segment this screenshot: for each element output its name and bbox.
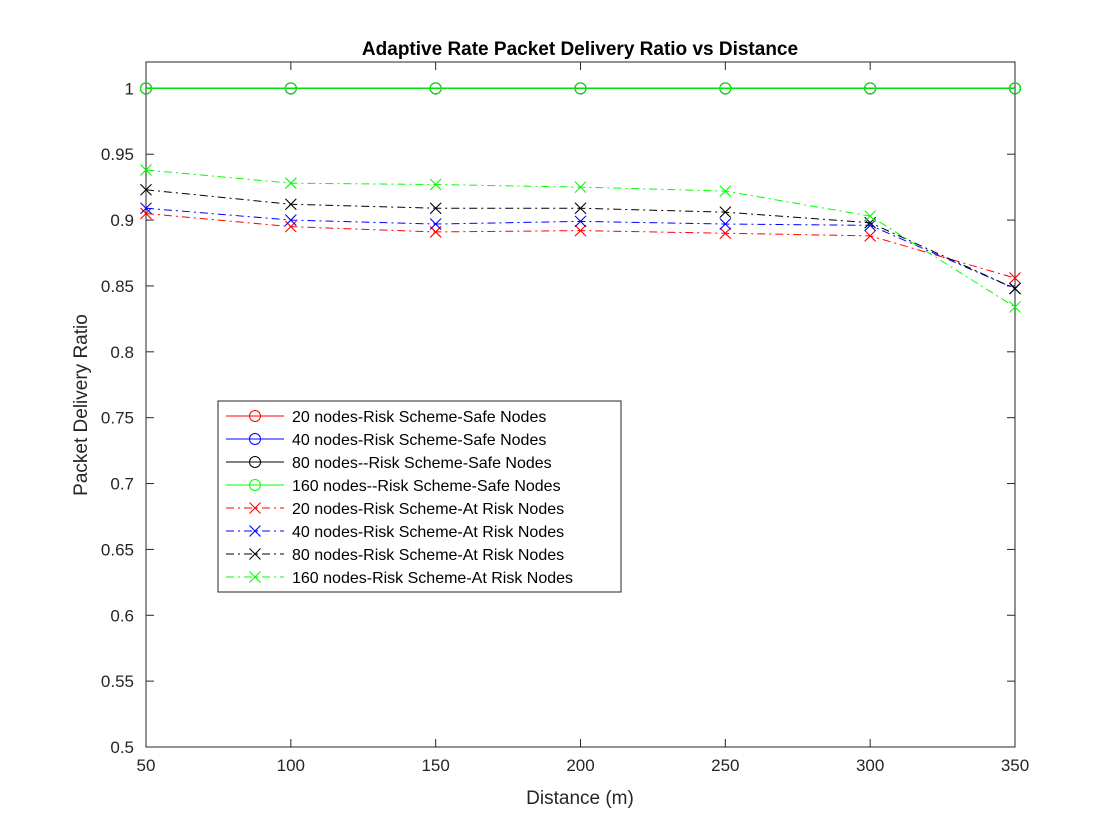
data-point [140, 82, 152, 95]
x-tick-label: 100 [277, 756, 305, 775]
data-point [864, 219, 877, 232]
x-tick-label: 350 [1001, 756, 1029, 775]
y-tick-label: 0.9 [110, 211, 134, 230]
x-axis-label: Distance (m) [526, 788, 634, 809]
legend-entry: 160 nodes--Risk Scheme-Safe Nodes [226, 478, 561, 495]
series-layer [140, 82, 1021, 313]
data-point [1009, 282, 1021, 295]
legend-marker [249, 410, 261, 422]
legend-entry: 40 nodes-Risk Scheme-Safe Nodes [226, 432, 546, 449]
y-tick-label: 0.85 [101, 277, 134, 296]
data-point [719, 185, 732, 197]
legend-box [217, 400, 622, 593]
data-point [284, 198, 297, 211]
y-tick-label: 0.55 [101, 672, 134, 691]
y-tick-label: 0.65 [101, 540, 134, 559]
data-point [429, 82, 442, 95]
y-tick-label: 0.8 [110, 343, 134, 362]
legend-label: 40 nodes-Risk Scheme-Safe Nodes [292, 432, 546, 449]
y-tick-label: 0.95 [101, 145, 134, 164]
data-point [1009, 272, 1021, 284]
data-point [1009, 82, 1021, 95]
legend-marker [249, 433, 261, 445]
data-point [574, 82, 587, 95]
legend-entry: 20 nodes-Risk Scheme-At Risk Nodes [226, 501, 564, 518]
data-point [864, 82, 877, 95]
legend-entry: 80 nodes--Risk Scheme-Safe Nodes [226, 455, 552, 472]
x-tick-label: 300 [856, 756, 884, 775]
data-point [284, 214, 297, 226]
legend-entry: 80 nodes-Risk Scheme-At Risk Nodes [226, 547, 564, 564]
series-4 [140, 82, 1021, 95]
data-point [574, 202, 587, 215]
x-tick-label: 250 [711, 756, 739, 775]
data-point [140, 207, 152, 220]
data-point [719, 218, 732, 230]
data-point [719, 82, 732, 95]
legend-label: 80 nodes--Risk Scheme-Safe Nodes [292, 455, 552, 472]
data-point [574, 224, 587, 237]
y-tick-label: 0.6 [110, 606, 134, 625]
data-point [284, 82, 297, 95]
legend-marker [249, 525, 261, 537]
data-point [140, 164, 152, 176]
legend-marker [249, 502, 261, 514]
y-axis-label: Packet Delivery Ratio [71, 314, 92, 496]
data-point [140, 202, 152, 215]
data-point [140, 183, 152, 196]
legend-label: 20 nodes-Risk Scheme-Safe Nodes [292, 409, 546, 426]
y-tick-label: 0.75 [101, 409, 134, 428]
data-point [719, 227, 732, 240]
legend-marker [249, 571, 261, 583]
data-point [864, 229, 877, 242]
data-point [719, 206, 732, 219]
legend-entry: 40 nodes-Risk Scheme-At Risk Nodes [226, 524, 564, 541]
chart-title: Adaptive Rate Packet Delivery Ratio vs D… [362, 39, 798, 60]
legend-marker [249, 548, 261, 560]
x-axis: 50 100 150 200 250 300 350 [137, 62, 1029, 775]
legend-label: 20 nodes-Risk Scheme-At Risk Nodes [292, 501, 564, 518]
legend-label: 80 nodes-Risk Scheme-At Risk Nodes [292, 547, 564, 564]
legend-entry: 160 nodes-Risk Scheme-At Risk Nodes [226, 570, 573, 587]
data-point [429, 178, 442, 191]
legend-label: 160 nodes--Risk Scheme-Safe Nodes [292, 478, 561, 495]
x-tick-label: 150 [421, 756, 449, 775]
x-tick-label: 200 [566, 756, 594, 775]
data-point [864, 210, 877, 223]
data-point [574, 215, 587, 228]
y-axis: 0.5 0.55 0.6 0.65 0.7 0.75 0.8 0.85 0.9 0.95 1 [101, 79, 1015, 757]
y-tick-label: 1 [125, 79, 134, 98]
data-point [429, 202, 442, 215]
series-7 [140, 183, 1021, 295]
y-tick-label: 0.7 [110, 475, 134, 494]
data-point [574, 181, 587, 194]
series-5 [140, 207, 1021, 284]
data-point [429, 218, 442, 230]
y-tick-label: 0.5 [110, 738, 134, 757]
legend-marker [249, 479, 261, 491]
legend-entry: 20 nodes-Risk Scheme-Safe Nodes [226, 409, 546, 426]
x-tick-label: 50 [137, 756, 156, 775]
legend-label: 160 nodes-Risk Scheme-At Risk Nodes [292, 570, 573, 587]
data-point [1009, 301, 1021, 313]
legend: 20 nodes-Risk Scheme-Safe Nodes 40 nodes-… [217, 400, 622, 593]
series-8 [140, 164, 1021, 313]
data-point [284, 177, 297, 190]
legend-label: 40 nodes-Risk Scheme-At Risk Nodes [292, 524, 564, 541]
legend-marker [249, 456, 261, 468]
